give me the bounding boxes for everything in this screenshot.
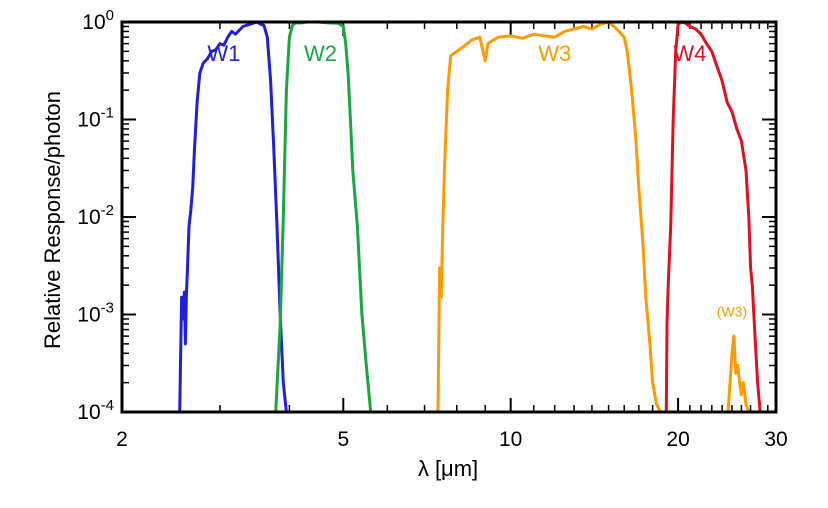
y-tick-label: 10-3 bbox=[77, 300, 114, 327]
series-line-w4 bbox=[664, 20, 762, 413]
y-tick-label: 100 bbox=[82, 7, 114, 34]
x-axis-title: λ [μm] bbox=[418, 456, 478, 481]
band-label-w3: W3 bbox=[538, 41, 571, 66]
band-label-w1: W1 bbox=[207, 41, 240, 66]
band-labels: W1 W2 W3 W4 (W3) bbox=[207, 41, 747, 320]
x-tick-label: 5 bbox=[337, 428, 349, 451]
series-line-w3-leak bbox=[726, 334, 751, 413]
y-tick-label: 10-2 bbox=[77, 202, 114, 229]
series-line-w1 bbox=[178, 20, 288, 413]
band-label-w4: W4 bbox=[673, 41, 706, 66]
y-tick-label: 10-4 bbox=[77, 397, 114, 424]
y-axis-title: Relative Response/photon bbox=[40, 91, 65, 349]
plot-border bbox=[120, 20, 778, 414]
x-tick-labels: 2 5 10 20 30 bbox=[116, 428, 788, 451]
x-tick-label: 30 bbox=[764, 428, 787, 451]
plot-frame bbox=[120, 20, 778, 414]
y-tick-labels: 100 10-1 10-2 10-3 10-4 bbox=[77, 7, 114, 424]
x-tick-label: 20 bbox=[666, 428, 689, 451]
x-tick-label: 10 bbox=[499, 428, 522, 451]
series-line-w3 bbox=[436, 20, 662, 413]
band-label-w3-leak: (W3) bbox=[717, 304, 747, 320]
y-tick-label: 10-1 bbox=[77, 105, 114, 132]
plot-series bbox=[178, 20, 762, 413]
band-label-w2: W2 bbox=[304, 41, 337, 66]
x-tick-label: 2 bbox=[116, 428, 128, 451]
